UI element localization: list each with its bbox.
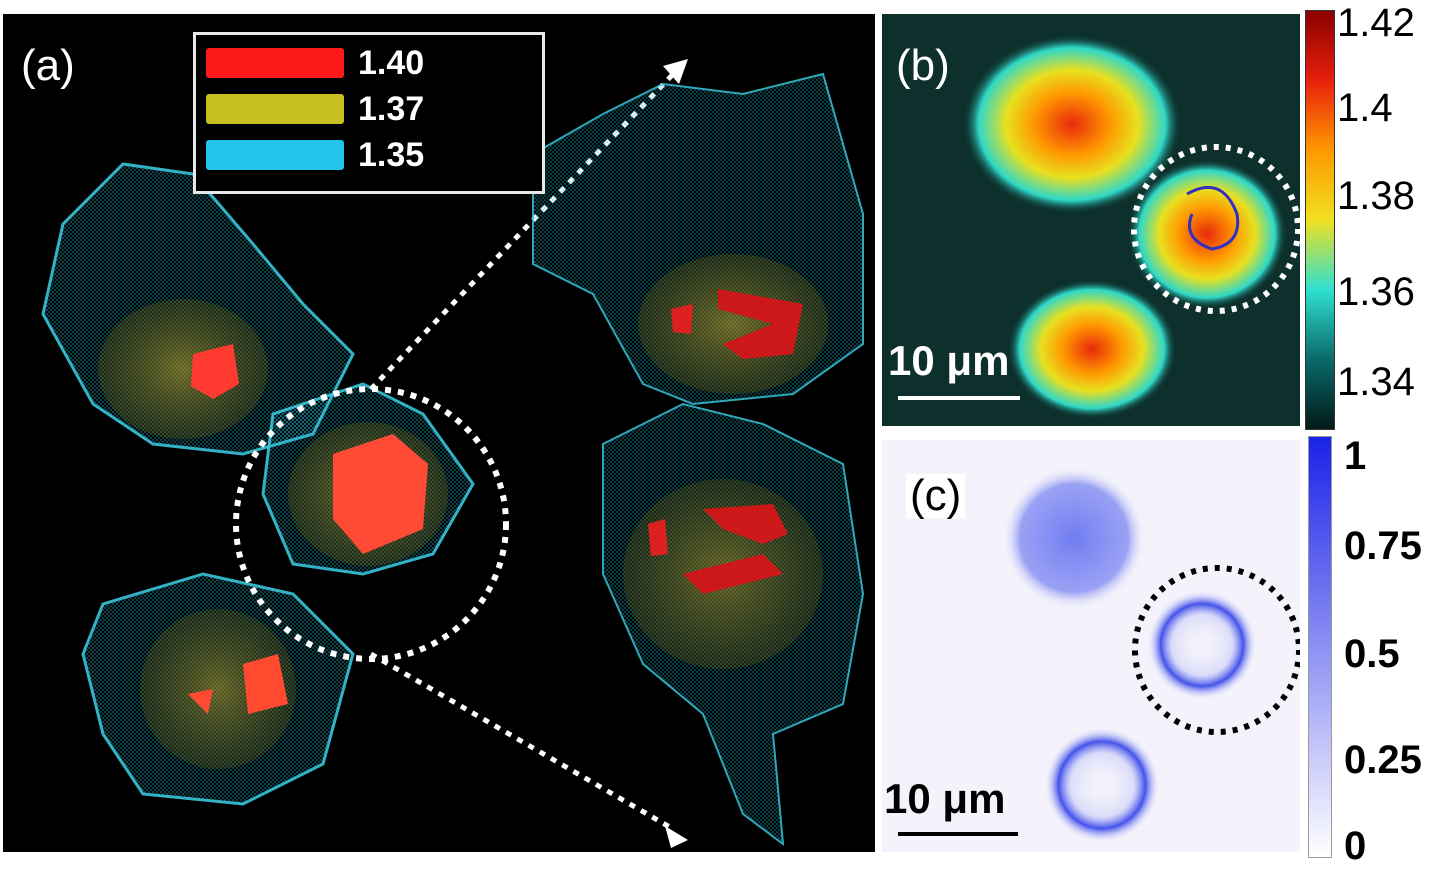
scalebar-line xyxy=(898,396,1020,400)
colorbar-tick: 1 xyxy=(1344,434,1367,478)
colorbar-tick: 0.5 xyxy=(1344,632,1400,676)
panel-label-b: (b) xyxy=(896,41,950,90)
cell-3d-render xyxy=(41,59,865,848)
ri-map-image xyxy=(882,14,1300,426)
colorbar-tick: 0 xyxy=(1344,824,1367,868)
legend-value: 1.35 xyxy=(358,135,425,174)
legend-item: 1.40 xyxy=(206,44,424,82)
legend-swatch-yellow xyxy=(206,94,344,124)
colorbar-tick: 0.75 xyxy=(1344,524,1422,568)
scalebar-label: 10 μm xyxy=(888,337,1010,384)
selection-circle xyxy=(233,386,509,662)
colorbar-c xyxy=(1308,436,1332,858)
legend-item: 1.37 xyxy=(206,90,424,128)
panel-c-fluorescence-image: (c) 10 μm xyxy=(882,440,1300,852)
scalebar-line xyxy=(898,832,1018,836)
panel-label-a: (a) xyxy=(21,41,75,90)
colorbar-tick: 1.4 xyxy=(1337,86,1393,130)
panel-b-refractive-index-map: (b) 10 μm xyxy=(882,14,1300,426)
legend-value: 1.40 xyxy=(358,43,425,82)
colorbar-b xyxy=(1305,10,1335,430)
selection-circle xyxy=(1131,144,1300,314)
panel-a-3d-rendering: (a) 1.40 1.37 1.35 xyxy=(3,14,875,852)
legend-swatch-cyan xyxy=(206,140,344,170)
fluorescence-image xyxy=(1002,466,1300,843)
colorbar-tick: 1.36 xyxy=(1337,270,1415,314)
legend-swatch-red xyxy=(206,48,344,78)
colorbar-tick: 1.38 xyxy=(1337,174,1415,218)
colorbar-tick: 1.34 xyxy=(1337,360,1415,404)
colorbar-tick: 0.25 xyxy=(1344,738,1422,782)
panel-label-c: (c) xyxy=(906,474,966,518)
legend-item: 1.35 xyxy=(206,136,424,174)
selection-circle xyxy=(1132,565,1300,735)
legend: 1.40 1.37 1.35 xyxy=(193,32,545,194)
colorbar-tick: 1.42 xyxy=(1337,1,1415,45)
scalebar-label: 10 μm xyxy=(884,775,1006,822)
legend-value: 1.37 xyxy=(358,89,425,128)
